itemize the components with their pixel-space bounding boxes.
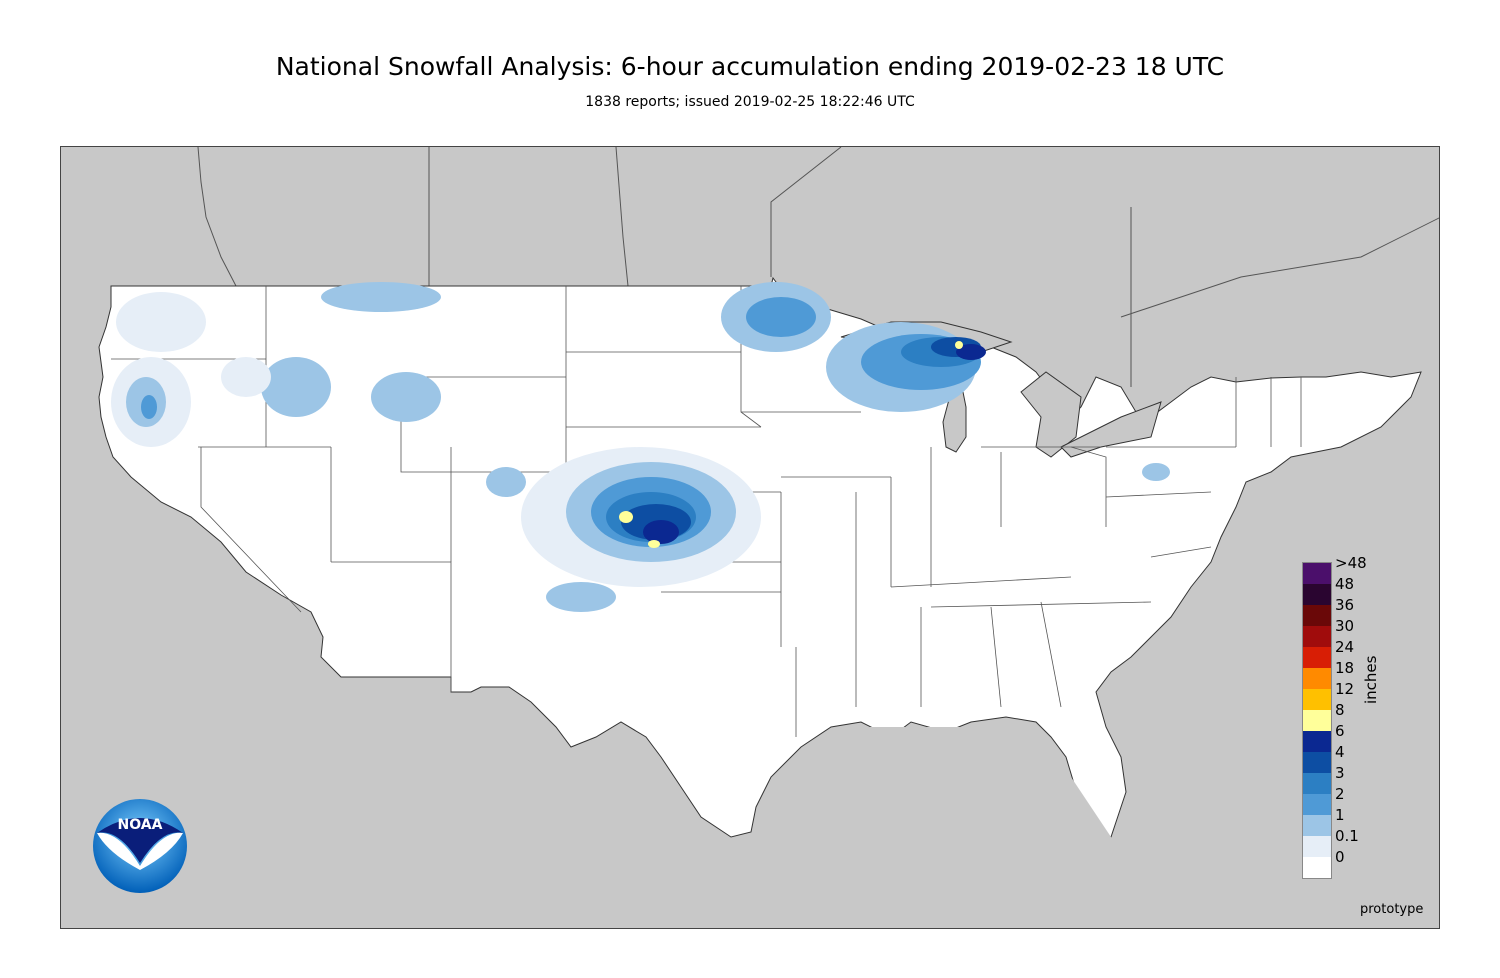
legend-label: 3	[1335, 764, 1345, 782]
legend-label: 6	[1335, 722, 1345, 740]
legend-labels: >48 48 36 30 24 18 12 8 6 4 3 2 1 0.1 0	[1335, 553, 1367, 868]
legend-swatch	[1303, 584, 1331, 605]
legend-swatch	[1303, 647, 1331, 668]
map-title: National Snowfall Analysis: 6-hour accum…	[275, 52, 1225, 81]
legend-label: 30	[1335, 617, 1355, 635]
legend-swatch	[1303, 605, 1331, 626]
snowfall-map	[60, 146, 1440, 929]
canada-borders	[197, 147, 1439, 387]
snow-upper-midwest	[721, 282, 986, 412]
legend-unit: inches	[1362, 655, 1380, 704]
legend-label: 0.1	[1335, 827, 1359, 845]
legend-swatch	[1303, 710, 1331, 731]
legend-swatch	[1303, 836, 1331, 857]
state-borders	[111, 286, 1302, 737]
legend-label: 0	[1335, 848, 1345, 866]
legend-label: 12	[1335, 680, 1355, 698]
legend-swatch	[1303, 815, 1331, 836]
snow-central-plains	[486, 447, 1170, 612]
legend-label: 24	[1335, 638, 1355, 656]
legend-colorbar	[1302, 562, 1332, 879]
legend-label: 18	[1335, 659, 1355, 677]
map-canvas	[98, 147, 1439, 928]
legend-label: 2	[1335, 785, 1345, 803]
legend-swatch	[1303, 857, 1331, 878]
legend-swatch	[1303, 731, 1331, 752]
legend-swatch	[1303, 794, 1331, 815]
legend-label: 48	[1335, 575, 1355, 593]
legend-swatch	[1303, 563, 1331, 584]
legend-swatch	[1303, 752, 1331, 773]
prototype-note: prototype	[1360, 902, 1424, 917]
legend-swatch	[1303, 773, 1331, 794]
legend-swatch	[1303, 626, 1331, 647]
legend-label: 36	[1335, 596, 1355, 614]
legend-label: 4	[1335, 743, 1345, 761]
legend-label: >48	[1335, 554, 1367, 572]
map-subtitle: 1838 reports; issued 2019-02-25 18:22:46…	[585, 94, 915, 110]
gulf-water	[702, 727, 1160, 928]
snow-pacific-nw	[111, 282, 441, 447]
legend-swatch	[1303, 668, 1331, 689]
legend-label: 1	[1335, 806, 1345, 824]
noaa-logo-text: NOAA	[118, 817, 163, 833]
noaa-logo-icon: NOAA	[93, 799, 187, 893]
legend-label: 8	[1335, 701, 1345, 719]
legend-swatch	[1303, 689, 1331, 710]
